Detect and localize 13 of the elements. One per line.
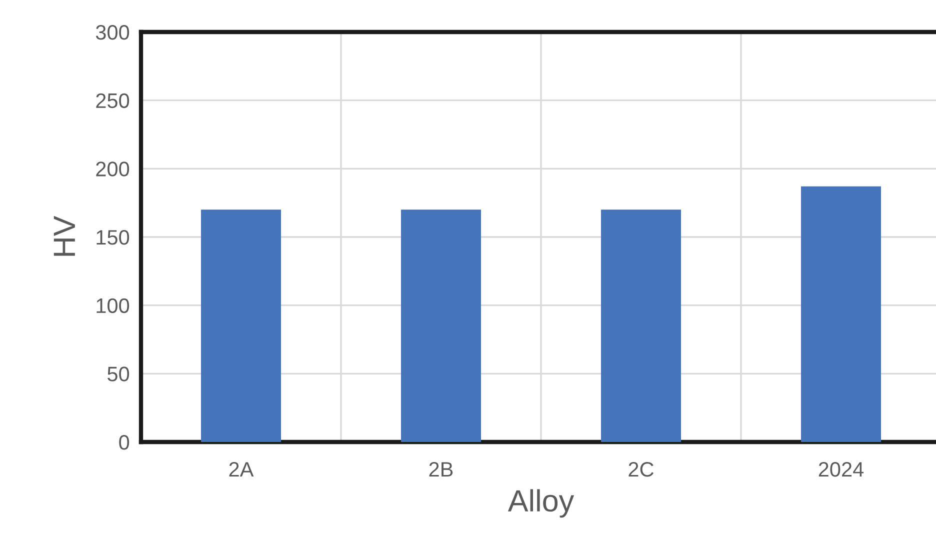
y-tick-label: 150 <box>96 230 130 245</box>
y-tick-label: 50 <box>108 366 130 382</box>
x-axis-title: Alloy <box>508 489 574 518</box>
x-tick-label: 2A <box>229 462 254 477</box>
y-tick-label: 0 <box>119 435 130 450</box>
x-tick-label: 2B <box>429 462 453 477</box>
x-tick-label: 2C <box>628 462 654 477</box>
y-tick-label: 300 <box>96 25 130 40</box>
y-tick-label: 250 <box>96 93 130 108</box>
x-tick-label: 2024 <box>818 462 864 477</box>
y-axis-title: HV <box>54 216 75 256</box>
y-tick-label: 200 <box>96 162 130 176</box>
y-tick-label: 100 <box>96 298 130 314</box>
